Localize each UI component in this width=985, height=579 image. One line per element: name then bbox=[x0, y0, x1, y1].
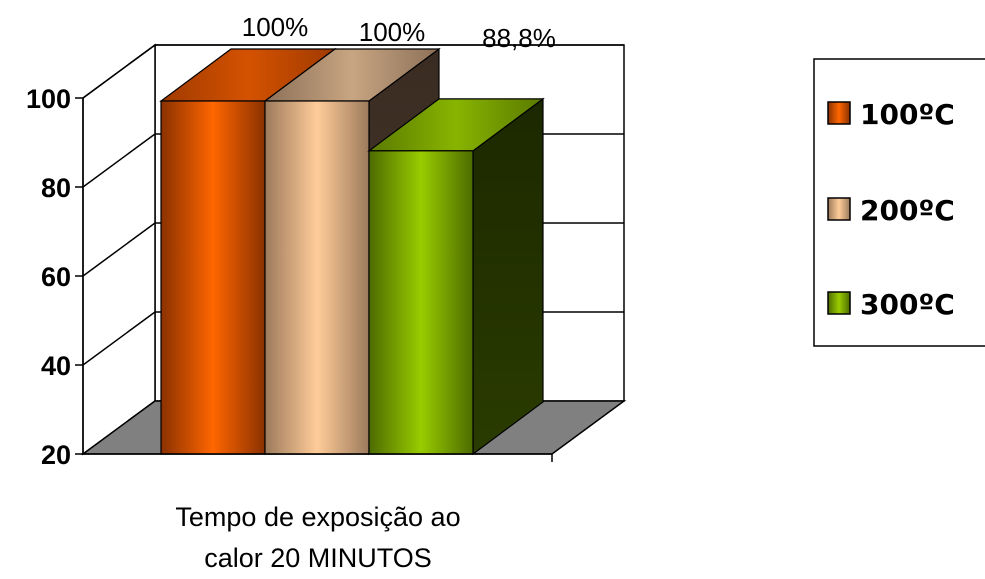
bar-front-200ºC bbox=[264, 100, 370, 455]
legend-label-200ºC: 200ºC bbox=[860, 194, 955, 227]
legend-swatch-300ºC bbox=[827, 291, 851, 315]
y-tick-label-80: 80 bbox=[41, 173, 71, 203]
data-label-200ºC: 100% bbox=[359, 17, 426, 47]
bar-front-300ºC bbox=[368, 150, 474, 455]
legend-label-300ºC: 300ºC bbox=[860, 288, 955, 321]
gridline-side-80 bbox=[82, 133, 156, 188]
bar-300ºC bbox=[367, 97, 545, 456]
bars bbox=[159, 47, 545, 456]
data-label-300ºC: 88,8% bbox=[482, 23, 556, 53]
legend-swatch-200ºC bbox=[827, 197, 851, 221]
data-labels: 100% 100% 88,8% bbox=[242, 12, 556, 53]
legend-label-100ºC: 100ºC bbox=[860, 98, 955, 131]
legend-entry-300ºC: 300ºC bbox=[827, 288, 955, 321]
data-label-100ºC: 100% bbox=[242, 12, 309, 42]
legend-swatch-100ºC bbox=[827, 101, 851, 125]
gridline-side-40 bbox=[82, 311, 156, 366]
x-axis-label-line-1: Tempo de exposição ao bbox=[175, 502, 460, 532]
y-tick-label-40: 40 bbox=[41, 351, 71, 381]
y-tick-label-20: 20 bbox=[41, 440, 71, 470]
y-tick-labels: 20 40 60 80 100 bbox=[26, 84, 71, 470]
axes bbox=[75, 97, 553, 462]
legend-entry-200ºC: 200ºC bbox=[827, 194, 955, 227]
gridline-side-100 bbox=[82, 44, 156, 99]
y-tick-label-60: 60 bbox=[41, 262, 71, 292]
x-axis-label-line-2: calor 20 MINUTOS bbox=[204, 543, 432, 573]
bar-front-100ºC bbox=[160, 100, 266, 455]
legend-entry-100ºC: 100ºC bbox=[827, 98, 955, 131]
bar-side-300ºC bbox=[472, 97, 544, 456]
y-tick-label-100: 100 bbox=[26, 84, 71, 114]
legend: 100ºC 200ºC 300ºC bbox=[813, 58, 985, 347]
gridline-side-60 bbox=[82, 222, 156, 277]
